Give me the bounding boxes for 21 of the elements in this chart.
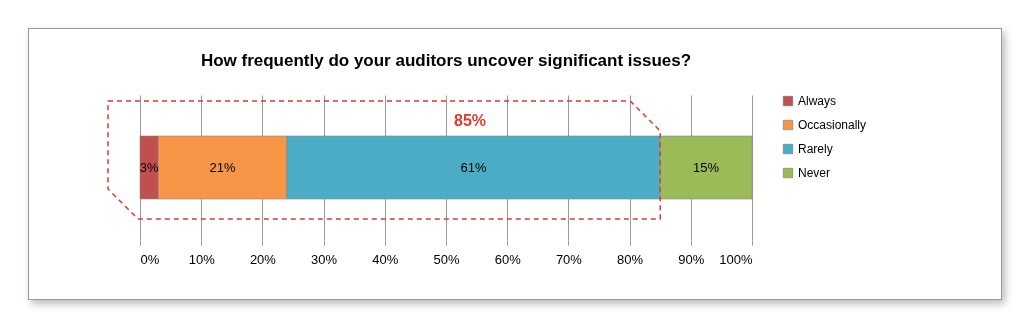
legend-label: Occasionally [798, 118, 867, 132]
chart-title: How frequently do your auditors uncover significant issues? [200, 51, 692, 70]
data-label: 3% [139, 159, 160, 175]
x-tick-label: 100% [719, 251, 753, 267]
data-label: 21% [209, 159, 237, 175]
x-tick-label: 0% [140, 251, 160, 267]
x-tick-label: 60% [494, 251, 522, 267]
x-tick-label: 20% [249, 251, 277, 267]
legend-label: Rarely [798, 142, 833, 156]
x-tick-label: 10% [188, 251, 216, 267]
x-tick-label: 80% [617, 251, 644, 267]
legend-label: Never [798, 166, 831, 180]
x-tick-label: 90% [678, 251, 705, 267]
data-label: 15% [693, 159, 720, 175]
legend-label: Always [798, 94, 837, 108]
x-tick-label: 50% [433, 251, 460, 267]
x-tick-label: 40% [372, 251, 399, 267]
x-tick-label: 70% [555, 251, 583, 267]
annotation: 85% [453, 112, 487, 129]
x-tick-label: 30% [311, 251, 338, 267]
data-label: 61% [460, 159, 487, 175]
